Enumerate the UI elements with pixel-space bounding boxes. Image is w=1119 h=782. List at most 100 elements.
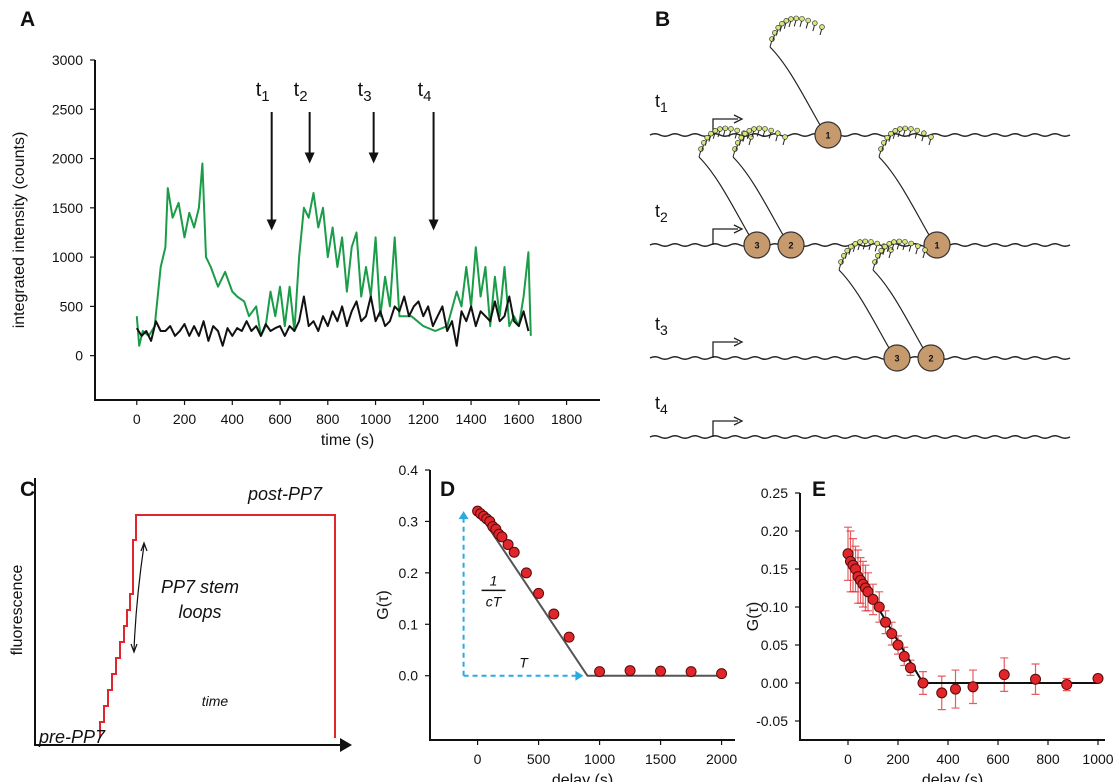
y-tick-label: 0.10 (761, 599, 788, 615)
stem-loop-bead (897, 126, 903, 132)
time-letter: t (655, 201, 660, 221)
x-axis-label: time (202, 693, 229, 709)
x-axis-label: delay (s) (922, 772, 983, 782)
data-point (936, 687, 948, 699)
stem-loop-bead (878, 247, 884, 254)
time-subscript: 1 (261, 88, 269, 105)
promoter-arrowhead (733, 224, 744, 234)
data-point (1030, 673, 1041, 685)
time-subscript: 1 (660, 99, 668, 115)
data-point (563, 631, 575, 643)
x-tick-label: 0 (474, 751, 482, 767)
time-label: t1 (256, 79, 270, 105)
data-point (496, 531, 508, 543)
x-tick-label: 1000 (360, 411, 391, 427)
y-tick-label: 0.2 (399, 565, 419, 581)
stem-loop-bead (717, 126, 723, 132)
x-tick-label: 800 (316, 411, 340, 427)
data-point (898, 650, 910, 662)
slope-numerator: 1 (490, 572, 498, 588)
time-subscript: 3 (363, 88, 371, 105)
axes (34, 478, 345, 746)
series-line (135, 295, 530, 347)
stem-loop-bead (734, 127, 740, 134)
transcript (698, 156, 750, 236)
stem-loop-bead (884, 134, 890, 141)
time-letter: t (294, 79, 300, 101)
ribosome-label: 1 (825, 131, 830, 141)
stem-loop-bead (793, 15, 799, 22)
x-tick-label: 600 (986, 751, 1010, 767)
stem-loop-bead (891, 239, 897, 245)
series-line (135, 162, 532, 347)
stem-loop-bead (779, 20, 785, 27)
arrowhead (340, 738, 352, 752)
time-letter: t (358, 79, 364, 101)
y-tick-label: 1500 (52, 200, 83, 216)
stem-loop-bead (775, 24, 781, 31)
axes (429, 470, 735, 741)
data-point (716, 668, 728, 680)
stem-loop-bead (783, 18, 789, 24)
transcript (878, 156, 930, 236)
stem-loop-bead (902, 125, 908, 132)
x-tick-label: 800 (1036, 751, 1060, 767)
x-tick-label: 200 (173, 411, 197, 427)
y-tick-label: 2000 (52, 151, 83, 167)
promoter-arrow (712, 420, 738, 437)
stem-loop-bead (762, 126, 768, 132)
dna-strand (649, 435, 1071, 439)
double-arrow (133, 544, 145, 651)
data-point (873, 601, 885, 613)
marker-arrowhead (368, 152, 379, 164)
loops-label: loops (178, 602, 221, 622)
promoter-arrowhead (733, 114, 744, 124)
time-subscript: 2 (299, 88, 307, 105)
stem-loop-bead (712, 128, 718, 134)
dna-strand (649, 356, 1071, 360)
end-label: post-PP7 (247, 484, 323, 504)
y-axis-label: fluorescence (9, 565, 26, 656)
y-tick-label: 0.25 (761, 485, 788, 501)
promoter-arrow (712, 228, 738, 245)
x-tick-label: 0 (844, 751, 852, 767)
stem-loop-bead (799, 16, 805, 22)
x-tick-label: 400 (221, 411, 245, 427)
stem-loop-bead (768, 127, 774, 134)
time-subscript: 4 (660, 401, 668, 417)
data-point (892, 639, 904, 651)
y-tick-label: 0.3 (399, 513, 419, 529)
panel-c-schematic: fluorescence time pre-PP7 post-PP7 PP7 s… (9, 478, 352, 752)
x-axis-label: time (s) (321, 432, 374, 449)
stem-loop-bead (742, 130, 748, 137)
data-point (655, 665, 667, 677)
time-label: t3 (655, 314, 668, 338)
marker-arrowhead (428, 219, 439, 231)
x-tick-label: 600 (268, 411, 292, 427)
stem-loop-bead (722, 125, 728, 132)
stem-loop-bead (908, 126, 914, 132)
transcript (872, 269, 924, 349)
ribosome-label: 3 (754, 241, 759, 251)
stem-loop-bead (902, 239, 908, 245)
x-tick-label: 1800 (551, 411, 582, 427)
y-tick-label: 500 (60, 298, 84, 314)
data-point (624, 665, 636, 677)
stem-loop-bead (788, 16, 794, 22)
ribosome-label: 1 (934, 241, 939, 251)
stem-loop-bead (782, 134, 788, 140)
data-point (950, 683, 961, 695)
y-tick-label: 3000 (52, 52, 83, 68)
time-subscript: 2 (660, 209, 668, 225)
x-axis-label: delay (s) (552, 772, 613, 782)
fit-line (476, 510, 722, 677)
data-point (594, 666, 606, 678)
data-point (867, 593, 879, 605)
stem-loop-bead (819, 24, 825, 30)
stem-loop-bead (892, 128, 898, 134)
time-letter: t (256, 79, 262, 101)
ribosome-label: 3 (894, 354, 899, 364)
time-letter: t (655, 393, 660, 413)
time-label: t4 (655, 393, 668, 417)
